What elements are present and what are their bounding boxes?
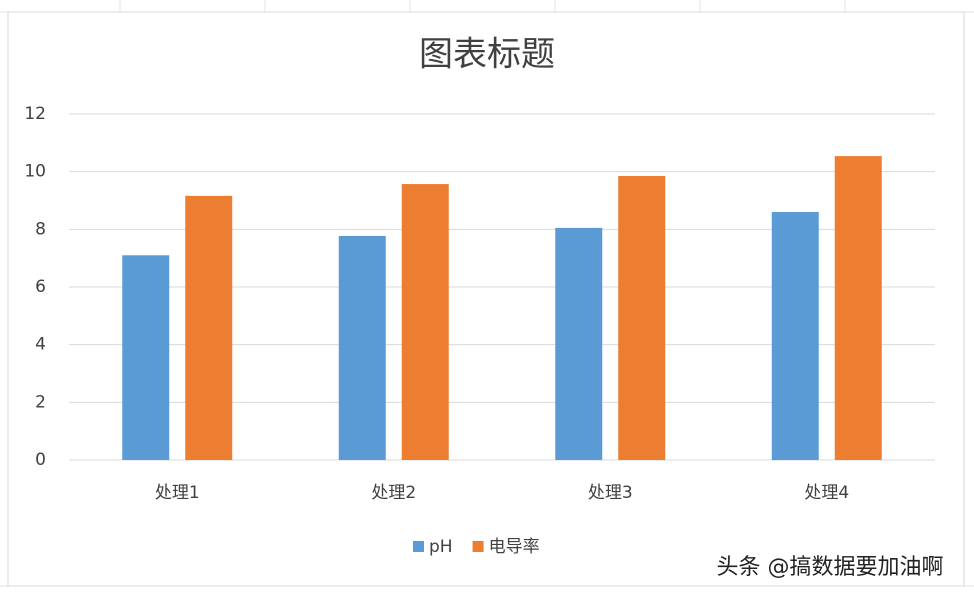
y-tick-label: 6	[35, 277, 46, 297]
x-tick-label: 处理4	[804, 483, 849, 503]
y-tick-label: 0	[35, 450, 46, 470]
bar	[834, 156, 882, 460]
bar	[185, 195, 233, 461]
bar	[555, 227, 603, 460]
y-tick-label: 12	[24, 104, 46, 124]
bar	[122, 255, 170, 460]
bar	[401, 184, 449, 460]
y-tick-label: 4	[35, 335, 46, 355]
watermark: 头条 @搞数据要加油啊	[717, 555, 944, 580]
legend-swatch	[472, 541, 484, 552]
legend-swatch	[413, 541, 424, 552]
y-tick-label: 2	[35, 392, 46, 412]
x-tick-label: 处理1	[155, 483, 200, 503]
legend-label: pH	[429, 537, 453, 557]
chart-title: 图表标题	[419, 35, 555, 75]
bar	[338, 235, 386, 460]
y-tick-label: 10	[24, 162, 46, 182]
x-tick-label: 处理2	[371, 483, 416, 503]
y-tick-label: 8	[35, 219, 46, 239]
bar	[618, 175, 666, 460]
x-tick-label: 处理3	[588, 483, 633, 503]
legend-label: 电导率	[489, 537, 540, 557]
bar	[771, 212, 819, 460]
